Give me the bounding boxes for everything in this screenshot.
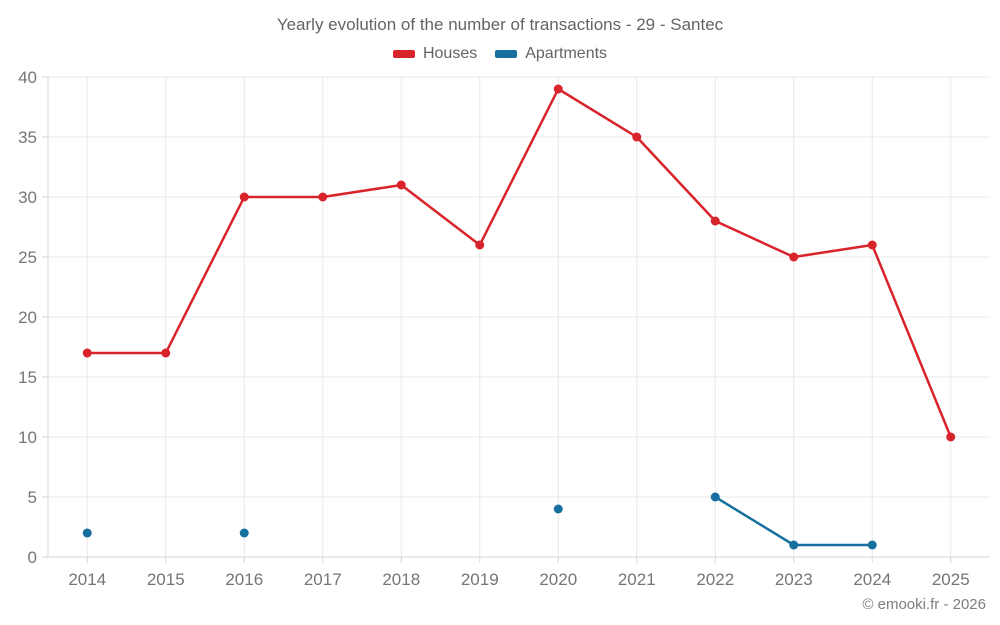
houses-line bbox=[86, 87, 952, 439]
y-tick-label: 20 bbox=[18, 308, 37, 327]
houses-legend-label: Houses bbox=[422, 45, 478, 62]
houses-point[interactable] bbox=[789, 252, 799, 262]
x-tick-label: 2022 bbox=[696, 570, 734, 589]
x-tick-label: 2024 bbox=[853, 570, 891, 589]
houses-point[interactable] bbox=[946, 432, 956, 442]
y-tick-label: 15 bbox=[18, 368, 37, 387]
x-tick-label: 2018 bbox=[382, 570, 420, 589]
x-tick-label: 2023 bbox=[775, 570, 813, 589]
houses-point[interactable] bbox=[632, 132, 642, 142]
houses-point[interactable] bbox=[82, 348, 92, 358]
houses-legend-swatch bbox=[392, 50, 415, 58]
y-tick-label: 10 bbox=[18, 428, 37, 447]
houses-point[interactable] bbox=[396, 180, 406, 190]
x-tick-label: 2014 bbox=[68, 570, 106, 589]
x-tick-label: 2019 bbox=[461, 570, 499, 589]
houses-point[interactable] bbox=[867, 240, 877, 250]
legend-item-houses[interactable]: Houses bbox=[392, 45, 478, 63]
apartments-point[interactable] bbox=[789, 540, 799, 550]
x-tick-label: 2017 bbox=[304, 570, 342, 589]
houses-point[interactable] bbox=[318, 192, 328, 202]
x-tick-label: 2020 bbox=[539, 570, 577, 589]
apartments-legend-swatch bbox=[495, 50, 518, 58]
legend: Houses Apartments bbox=[0, 45, 1000, 63]
houses-point[interactable] bbox=[239, 192, 249, 202]
houses-point[interactable] bbox=[553, 84, 563, 94]
apartments-series bbox=[82, 492, 877, 550]
copyright-watermark: © emooki.fr - 2026 bbox=[862, 596, 986, 613]
legend-item-apartments[interactable]: Apartments bbox=[495, 45, 607, 63]
x-tick-label: 2016 bbox=[225, 570, 263, 589]
y-tick-label: 30 bbox=[18, 188, 37, 207]
y-tick-label: 35 bbox=[18, 128, 37, 147]
apartments-point[interactable] bbox=[867, 540, 877, 550]
apartments-point[interactable] bbox=[82, 528, 92, 538]
houses-series bbox=[82, 84, 956, 442]
y-tick-label: 5 bbox=[28, 488, 37, 507]
apartments-legend-label: Apartments bbox=[525, 45, 608, 62]
apartments-point[interactable] bbox=[710, 492, 720, 502]
y-tick-label: 0 bbox=[28, 548, 37, 567]
x-tick-label: 2025 bbox=[932, 570, 970, 589]
x-tick-label: 2015 bbox=[147, 570, 185, 589]
apartments-point[interactable] bbox=[553, 504, 563, 514]
chart-title: Yearly evolution of the number of transa… bbox=[276, 15, 724, 34]
y-tick-label: 40 bbox=[18, 68, 37, 87]
x-tick-label: 2021 bbox=[618, 570, 656, 589]
houses-point[interactable] bbox=[475, 240, 485, 250]
houses-point[interactable] bbox=[710, 216, 720, 226]
apartments-point[interactable] bbox=[239, 528, 249, 538]
y-tick-label: 25 bbox=[18, 248, 37, 267]
houses-point[interactable] bbox=[161, 348, 171, 358]
